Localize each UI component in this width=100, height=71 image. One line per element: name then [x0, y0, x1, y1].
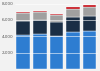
Bar: [16, 12, 30, 13]
Bar: [83, 7, 96, 16]
Bar: [33, 20, 47, 34]
Bar: [66, 9, 80, 17]
Bar: [66, 7, 80, 9]
Bar: [50, 36, 63, 69]
Bar: [83, 31, 96, 69]
Bar: [33, 11, 47, 12]
Bar: [16, 21, 30, 35]
Bar: [50, 22, 63, 36]
Bar: [33, 12, 47, 20]
Bar: [50, 15, 63, 22]
Bar: [66, 32, 80, 69]
Bar: [66, 17, 80, 32]
Bar: [16, 13, 30, 21]
Bar: [50, 14, 63, 15]
Bar: [33, 34, 47, 69]
Bar: [83, 5, 96, 7]
Bar: [16, 35, 30, 69]
Bar: [83, 16, 96, 31]
